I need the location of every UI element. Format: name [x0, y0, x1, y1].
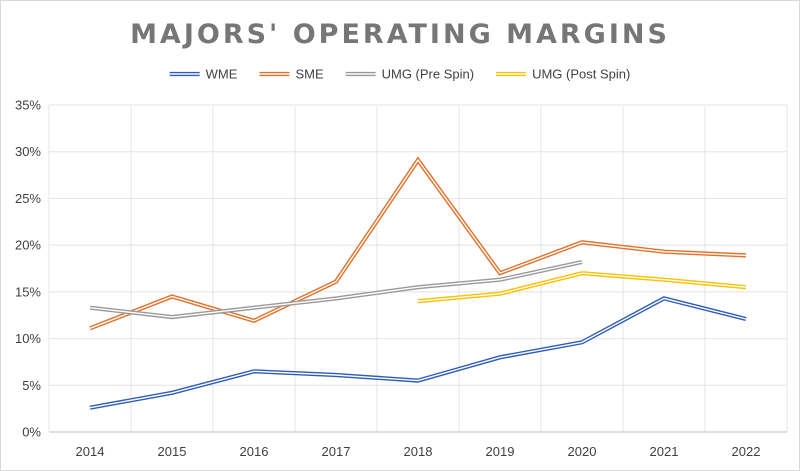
y-tick-label: 30% [15, 144, 41, 159]
series-line-core-wme [89, 297, 747, 409]
x-tick-label: 2014 [76, 444, 105, 459]
series-wme [89, 296, 747, 410]
series-layer [89, 156, 747, 410]
series-sme [89, 156, 747, 331]
x-tick-label: 2022 [732, 444, 761, 459]
y-tick-label: 35% [15, 98, 41, 113]
y-tick-label: 10% [15, 331, 41, 346]
x-tick-label: 2020 [568, 444, 597, 459]
legend-label: UMG (Post Spin) [532, 67, 630, 82]
series-line-sme [89, 156, 747, 331]
series-umg-post-spin [417, 271, 747, 304]
y-tick-label: 15% [15, 284, 41, 299]
gridlines [48, 104, 788, 432]
x-tick-label: 2017 [322, 444, 351, 459]
x-tick-label: 2018 [404, 444, 433, 459]
legend-label: SME [295, 67, 324, 82]
y-tick-label: 25% [15, 191, 41, 206]
series-line-core-umg-post-spin [417, 272, 747, 302]
y-axis: 0% 5% 10% 15% 20% 25% 30% 35% [15, 98, 41, 440]
series-line-core-umg-pre-spin [89, 261, 583, 318]
legend-label: UMG (Pre Spin) [382, 67, 474, 82]
y-tick-label: 0% [22, 425, 41, 440]
legend-label: WME [206, 67, 238, 82]
y-tick-label: 20% [15, 238, 41, 253]
x-tick-label: 2015 [158, 444, 187, 459]
x-tick-label: 2019 [486, 444, 515, 459]
x-axis: 2014 2015 2016 2017 2018 2019 2020 2021 2022 [49, 431, 787, 459]
series-line-core-sme [89, 158, 747, 329]
series-umg-pre-spin [89, 259, 583, 320]
x-tick-label: 2016 [240, 444, 269, 459]
legend-item-umg-pre-spin: UMG (Pre Spin) [345, 67, 474, 82]
y-tick-label: 5% [22, 378, 41, 393]
legend-item-wme: WME [169, 67, 238, 82]
chart-title: MAJORS' OPERATING MARGINS [130, 19, 670, 50]
x-tick-label: 2021 [650, 444, 679, 459]
legend: WME SME UMG (Pre Spin) UMG (Post Spin) [169, 67, 630, 82]
legend-item-umg-post-spin: UMG (Post Spin) [496, 67, 630, 82]
legend-item-sme: SME [259, 67, 324, 82]
